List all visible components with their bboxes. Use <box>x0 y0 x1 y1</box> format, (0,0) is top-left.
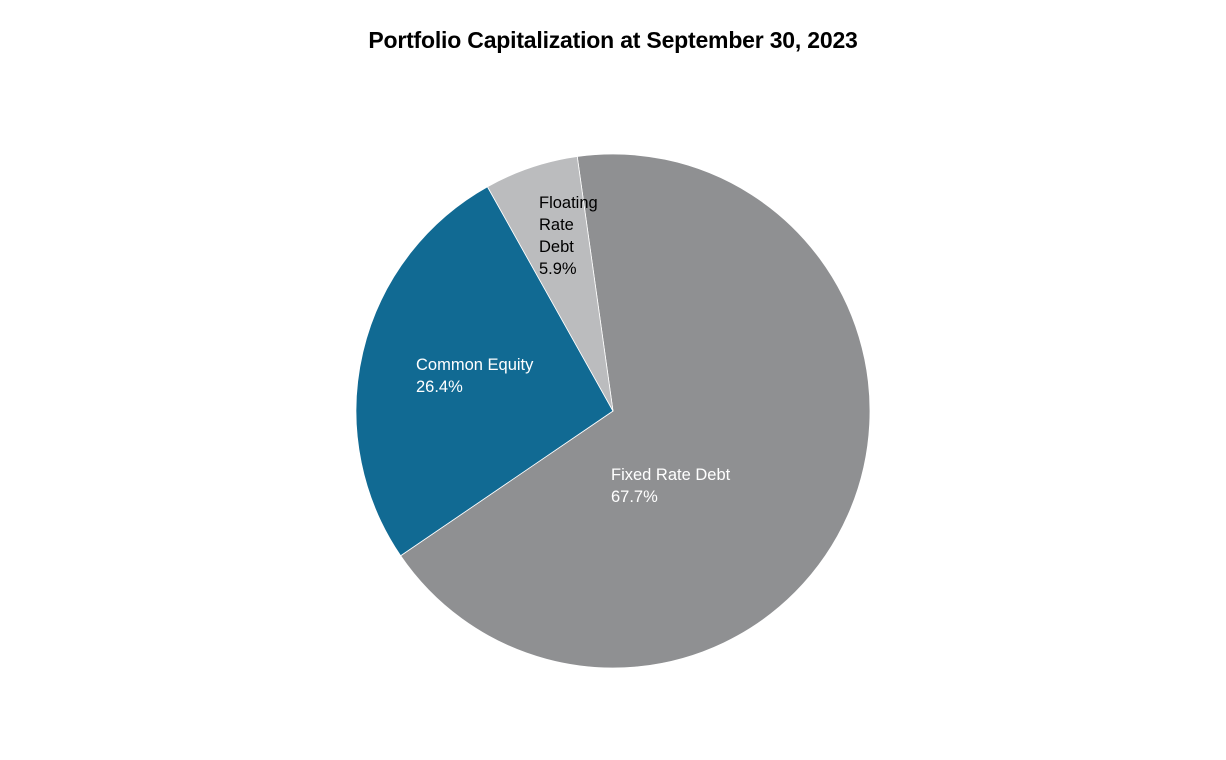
label-floating-line2: Rate <box>539 216 574 234</box>
label-fixed-rate-debt: Fixed Rate Debt 67.7% <box>611 464 730 508</box>
label-common-equity: Common Equity 26.4% <box>416 354 533 398</box>
pie-slice-common-equity <box>355 186 614 557</box>
label-floating-rate-debt: Floating Rate Debt 5.9% <box>539 192 598 280</box>
pie-slice-fixed-rate-debt <box>400 153 871 669</box>
pie-slice-floating-rate-debt <box>486 156 614 412</box>
label-common-value: 26.4% <box>416 378 463 396</box>
label-floating-value: 5.9% <box>539 260 577 278</box>
label-floating-line3: Debt <box>539 238 574 256</box>
chart-title: Portfolio Capitalization at September 30… <box>368 27 858 53</box>
label-fixed-value: 67.7% <box>611 488 658 506</box>
label-common-name: Common Equity <box>416 356 534 374</box>
label-floating-line1: Floating <box>539 194 598 212</box>
label-fixed-name: Fixed Rate Debt <box>611 466 731 484</box>
